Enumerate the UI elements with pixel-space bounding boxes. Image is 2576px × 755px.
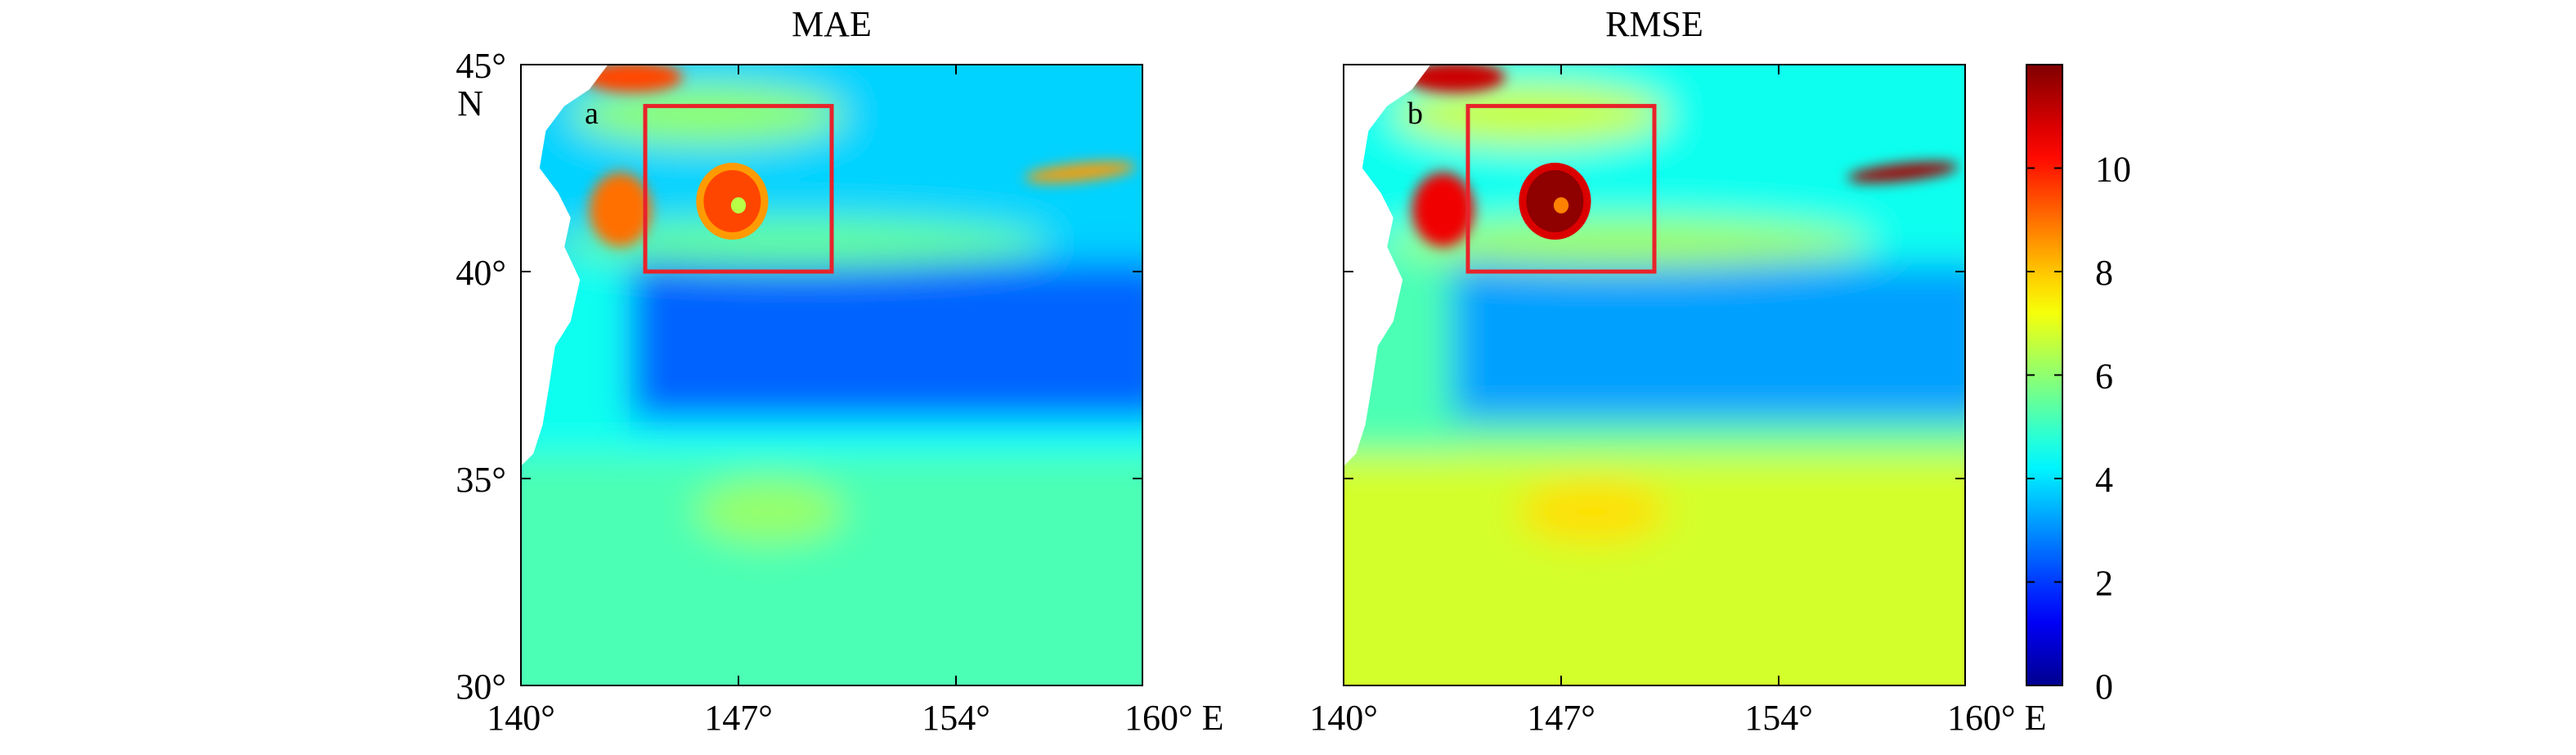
colorbar-tick-label: 6 bbox=[2095, 357, 2113, 397]
eastern-filament bbox=[1847, 161, 1959, 183]
colorbar-tick-label: 10 bbox=[2095, 150, 2131, 190]
panel-label: a bbox=[585, 97, 599, 131]
colorbar-tick-label: 2 bbox=[2095, 564, 2113, 604]
band-central-low bbox=[1452, 263, 1965, 421]
x-tick-label: 140° bbox=[487, 698, 555, 738]
colorbar: 0 2 4 6 8 10 bbox=[2026, 64, 2131, 707]
field-features bbox=[583, 65, 1137, 247]
x-tick-label: 147° bbox=[704, 698, 773, 738]
x-tick-label: 147° bbox=[1527, 698, 1595, 738]
coastal-hotspot bbox=[589, 172, 652, 247]
highlight-box bbox=[643, 104, 834, 274]
band-south bbox=[521, 453, 1142, 685]
chart-title: RMSE bbox=[1605, 4, 1703, 44]
panel-b: b RMSE 140° 147° 154° 160° E bbox=[1309, 4, 2046, 738]
field-features bbox=[1406, 65, 1959, 247]
eddy-center bbox=[730, 197, 747, 213]
axes-frame bbox=[1343, 64, 1966, 686]
coastal-hotspot bbox=[1411, 172, 1474, 247]
y-tick-label: 35° bbox=[456, 460, 506, 500]
y-unit-label: N bbox=[457, 83, 483, 124]
eastern-filament bbox=[1024, 161, 1137, 183]
band-south bbox=[1344, 453, 1965, 685]
south-warm-patch bbox=[1517, 480, 1667, 543]
colorbar-tick-label: 8 bbox=[2095, 253, 2113, 293]
x-tick-label: 154° bbox=[1744, 698, 1813, 738]
highlight-box bbox=[1465, 104, 1657, 274]
south-warm-patch bbox=[694, 480, 845, 543]
northwest-warm bbox=[1393, 83, 1667, 146]
band-central-low bbox=[630, 263, 1142, 421]
x-tick-label: 160° E bbox=[1947, 698, 2046, 738]
heatmap-field bbox=[1344, 65, 1965, 685]
x-tick-label: 160° E bbox=[1124, 698, 1223, 738]
y-tick-label: 45° bbox=[456, 46, 506, 86]
x-tick-label: 154° bbox=[922, 698, 990, 738]
axes-frame bbox=[520, 64, 1143, 686]
colorbar-tick-label: 4 bbox=[2095, 460, 2113, 500]
panel-label: b bbox=[1407, 97, 1423, 131]
north-hotspot bbox=[1406, 65, 1506, 93]
north-hotspot bbox=[583, 65, 683, 93]
eddy-center bbox=[1553, 197, 1569, 213]
colorbar-tick-label: 0 bbox=[2095, 667, 2113, 707]
y-tick-label: 40° bbox=[456, 253, 506, 293]
northwest-warm bbox=[570, 83, 845, 146]
land bbox=[521, 65, 608, 466]
x-tick-label: 140° bbox=[1309, 698, 1378, 738]
front-north bbox=[552, 218, 1049, 267]
front-north bbox=[1375, 218, 1872, 267]
chart-title: MAE bbox=[792, 4, 872, 44]
panel-a: a MAE 140° 147° 154° 160° E 30° 35° 40° 45°N bbox=[456, 4, 1223, 738]
y-tick-label: 30° bbox=[456, 667, 506, 707]
land bbox=[1344, 65, 1431, 466]
